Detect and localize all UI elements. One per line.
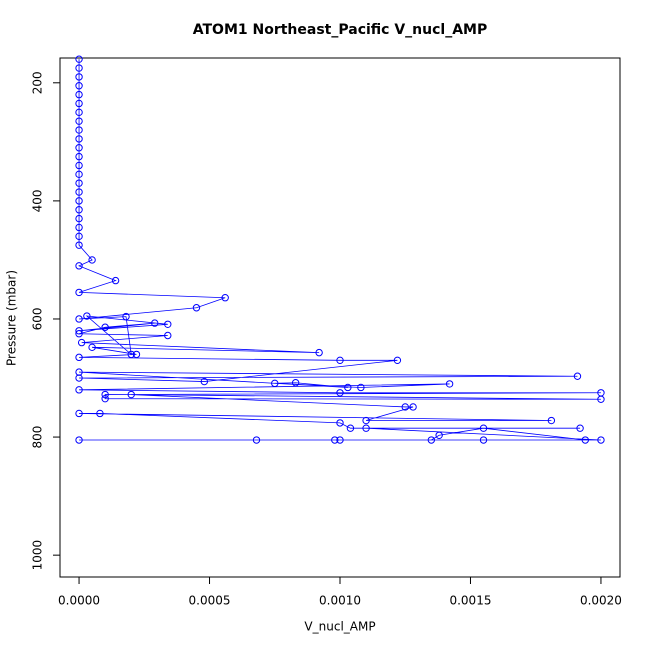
data-point (75, 161, 83, 170)
data-point (75, 64, 83, 72)
data-point (75, 179, 83, 187)
data-point (75, 117, 83, 125)
y-tick-label: 200 (31, 71, 45, 94)
data-point (77, 338, 86, 347)
data-point (581, 436, 589, 444)
data-point (75, 73, 83, 81)
data-point (597, 395, 605, 403)
data-point (401, 403, 409, 411)
data-point (75, 327, 83, 335)
data-point (75, 330, 83, 338)
data-point (75, 188, 83, 196)
data-point (357, 383, 365, 392)
data-point (88, 343, 96, 352)
x-tick-label: 0.0020 (580, 594, 622, 608)
x-tick-label: 0.0000 (58, 594, 100, 608)
data-point (127, 350, 135, 359)
data-point (336, 389, 344, 397)
data-point (75, 409, 83, 418)
data-point (547, 416, 556, 425)
data-point (96, 409, 104, 418)
data-point (111, 276, 120, 285)
data-point (75, 90, 83, 99)
data-point (315, 348, 323, 357)
x-tick-label: 0.0005 (189, 594, 231, 608)
data-point (336, 419, 344, 427)
data-point (573, 372, 582, 380)
data-point (75, 223, 83, 232)
data-point (75, 386, 83, 394)
data-point (101, 323, 109, 331)
y-tick-label: 400 (31, 189, 45, 212)
data-point (291, 379, 300, 387)
data-point (75, 99, 83, 108)
data-point (336, 356, 344, 365)
data-point (479, 424, 488, 432)
x-tick-label: 0.0010 (319, 594, 361, 608)
data-point (75, 241, 83, 249)
data-point (271, 379, 279, 388)
data-point (75, 262, 83, 270)
data-point (101, 394, 109, 403)
data-point (479, 436, 488, 444)
data-point (75, 144, 83, 152)
data-point (83, 312, 91, 320)
data-point (445, 380, 454, 388)
data-point (75, 206, 83, 214)
data-point (101, 390, 109, 399)
y-tick-label: 1000 (31, 540, 45, 571)
data-point (164, 320, 172, 328)
x-tick-label: 0.0015 (449, 594, 491, 608)
data-point (127, 390, 135, 399)
data-point (88, 256, 96, 264)
data-point (252, 436, 261, 444)
data-point (393, 356, 402, 365)
data-point (132, 350, 141, 359)
y-axis-label: Pressure (mbar) (5, 270, 19, 366)
data-point (200, 377, 209, 386)
data-point (75, 82, 83, 90)
data-point (75, 214, 83, 223)
data-point (75, 170, 83, 179)
data-point (75, 126, 83, 134)
data-point (192, 304, 201, 312)
data-point (75, 436, 83, 444)
data-point (122, 312, 130, 321)
data-point (597, 436, 605, 444)
data-point (75, 135, 83, 143)
data-point (362, 424, 370, 432)
data-point (221, 294, 229, 302)
y-tick-label: 600 (31, 308, 45, 331)
data-point (75, 315, 83, 323)
data-point (75, 197, 83, 205)
data-point (75, 152, 83, 161)
data-point (75, 288, 83, 297)
data-point (336, 436, 344, 444)
data-point (75, 353, 83, 362)
y-tick-label: 800 (31, 426, 45, 449)
data-point (75, 368, 83, 376)
data-point (75, 232, 83, 241)
data-point (435, 431, 443, 439)
data-point (346, 424, 355, 432)
data-point (362, 416, 370, 425)
x-axis-label: V_nucl_AMP (304, 620, 375, 634)
data-point (151, 319, 159, 327)
data-point (164, 331, 172, 340)
data-point (409, 403, 417, 411)
data-point (75, 108, 83, 117)
data-point (427, 436, 436, 444)
chart-title: ATOM1 Northeast_Pacific V_nucl_AMP (193, 22, 488, 38)
data-point (75, 55, 83, 63)
data-point (576, 424, 584, 432)
data-point (331, 436, 339, 444)
data-point (344, 383, 352, 392)
